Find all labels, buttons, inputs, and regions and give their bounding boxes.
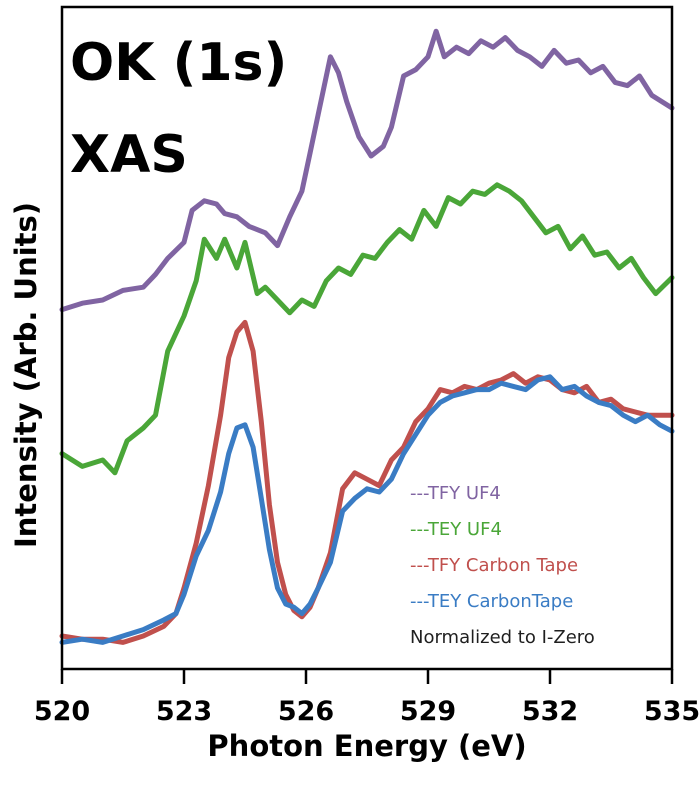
legend-entry-1: ---TFY UF4 <box>410 483 501 504</box>
x-tick-label-535: 535 <box>644 696 700 727</box>
chart-title-line-2: XAS <box>70 125 188 185</box>
x-tick-label-520: 520 <box>34 696 90 727</box>
x-axis-ticks: 520 523 526 529 532 535 <box>34 669 700 727</box>
series-line-tey-carbontape <box>59 374 675 645</box>
series-line-tey-uf4 <box>59 182 675 476</box>
legend-entry-3: ---TFY Carbon Tape <box>410 555 578 576</box>
plot-frame <box>60 5 674 671</box>
series-line-tfy-carbon-tape <box>59 319 675 645</box>
x-tick-label-523: 523 <box>156 696 212 727</box>
legend: ---TFY UF4 ---TEY UF4 ---TFY Carbon Tape --… <box>410 483 595 648</box>
x-tick-label-532: 532 <box>522 696 578 727</box>
series-line-tfy-uf4 <box>59 28 675 313</box>
x-tick-label-529: 529 <box>400 696 456 727</box>
y-axis-title: Intensity (Arb. Units) <box>9 202 43 548</box>
series-layer <box>59 28 675 645</box>
x-tick-label-526: 526 <box>278 696 334 727</box>
legend-entry-2: ---TEY UF4 <box>410 519 502 540</box>
x-axis-title: Photon Energy (eV) <box>207 729 526 763</box>
legend-entry-4: ---TEY CarbonTape <box>410 591 573 612</box>
chart-title-line-1: OK (1s) <box>70 33 287 93</box>
legend-entry-5: Normalized to I-Zero <box>410 627 595 648</box>
